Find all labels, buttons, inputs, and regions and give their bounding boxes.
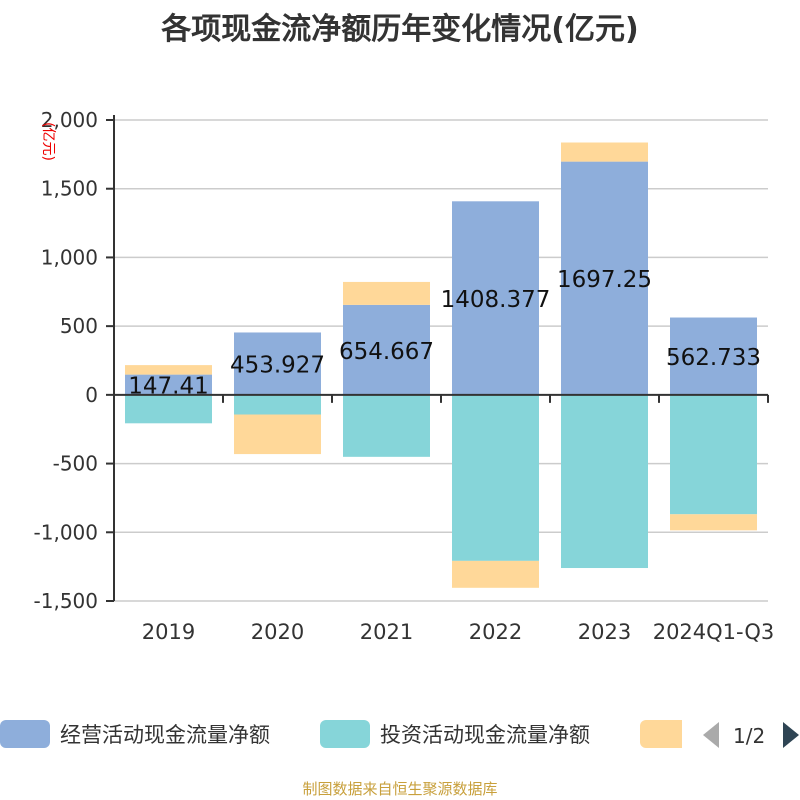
y-axis-label: (亿元) bbox=[40, 122, 56, 161]
y-tick-label: -1,500 bbox=[34, 589, 98, 613]
bar-1 bbox=[561, 161, 648, 395]
next-page-icon[interactable] bbox=[783, 722, 799, 748]
legend-swatch-1 bbox=[0, 720, 50, 748]
y-tick-label: 0 bbox=[85, 383, 98, 407]
bar-3 bbox=[452, 560, 539, 588]
bar-1 bbox=[125, 374, 212, 395]
bar-3 bbox=[125, 365, 212, 375]
bar-3 bbox=[561, 142, 648, 162]
x-tick-label: 2024Q1-Q3 bbox=[653, 620, 775, 644]
x-tick-label: 2020 bbox=[251, 620, 304, 644]
y-tick-label: 1,500 bbox=[41, 177, 98, 201]
bar-2 bbox=[561, 394, 648, 569]
y-tick-label: 500 bbox=[60, 314, 98, 338]
legend-page-indicator: 1/2 bbox=[733, 724, 765, 748]
data-label: 1408.377 bbox=[441, 287, 551, 313]
bar-1 bbox=[234, 332, 321, 395]
bar-2 bbox=[125, 394, 212, 424]
legend-label-1: 经营活动现金流量净额 bbox=[60, 723, 270, 747]
y-tick-label: -500 bbox=[53, 452, 98, 476]
y-tick-label: -1,000 bbox=[34, 520, 98, 544]
bar-2 bbox=[452, 394, 539, 561]
bar-3 bbox=[343, 281, 430, 305]
data-label: 453.927 bbox=[230, 353, 325, 379]
data-label: 147.41 bbox=[128, 374, 208, 400]
legend-label-2: 投资活动现金流量净额 bbox=[380, 723, 590, 747]
bar-2 bbox=[343, 394, 430, 457]
x-tick-label: 2019 bbox=[142, 620, 195, 644]
legend-swatch-3 bbox=[640, 720, 690, 748]
prev-page-icon[interactable] bbox=[703, 722, 719, 748]
bar-2 bbox=[670, 394, 757, 515]
bar-1 bbox=[452, 201, 539, 395]
bar-2 bbox=[234, 394, 321, 415]
x-tick-label: 2021 bbox=[360, 620, 413, 644]
data-label: 654.667 bbox=[339, 339, 434, 365]
legend-swatch-2 bbox=[320, 720, 370, 748]
bar-1 bbox=[670, 317, 757, 395]
y-tick-label: 2,000 bbox=[41, 108, 98, 132]
x-tick-label: 2023 bbox=[578, 620, 631, 644]
legend-pager-bg bbox=[682, 715, 800, 755]
data-label: 1697.25 bbox=[557, 267, 652, 293]
chart-title: 各项现金流净额历年变化情况(亿元) bbox=[161, 12, 639, 47]
bar-3 bbox=[670, 514, 757, 531]
chart-svg: 2,000 1,500 1,000 500 0 -500 -1,000 -1,500 (亿元) 2… bbox=[0, 108, 800, 755]
data-label: 562.733 bbox=[666, 345, 761, 371]
bar-3 bbox=[234, 414, 321, 455]
source-note: 制图数据来自恒生聚源数据库 bbox=[302, 780, 498, 798]
y-tick-label: 1,000 bbox=[41, 245, 98, 269]
x-tick-label: 2022 bbox=[469, 620, 522, 644]
bar-1 bbox=[343, 304, 430, 395]
